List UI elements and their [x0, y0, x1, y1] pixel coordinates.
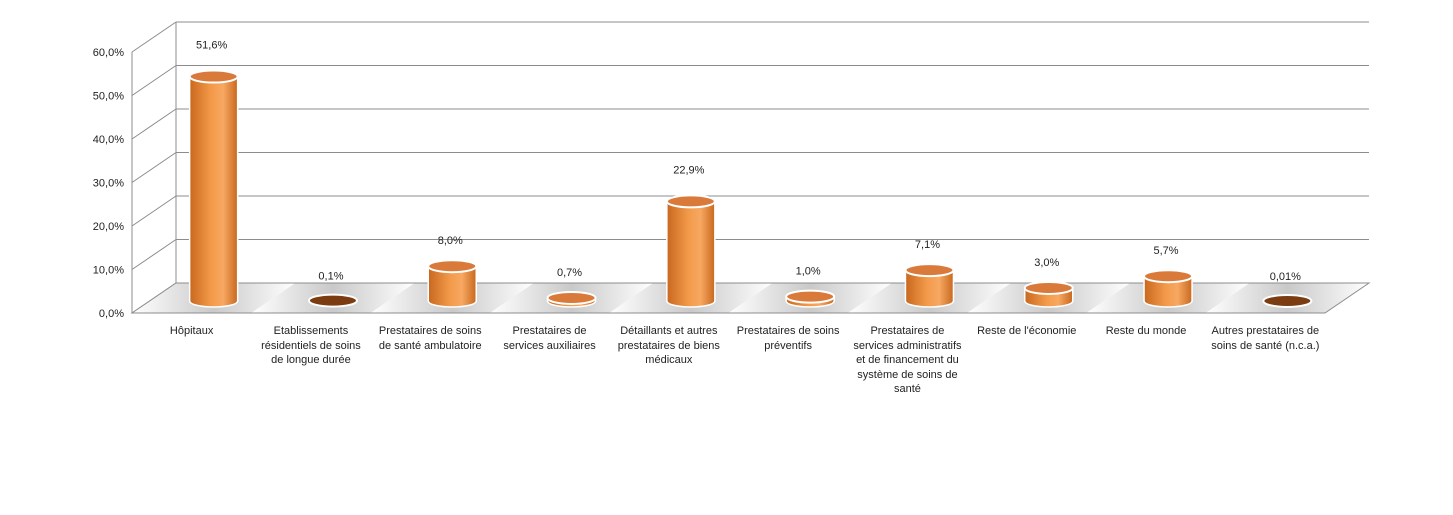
bar: [427, 259, 478, 308]
y-tick-label: 40,0%: [93, 134, 124, 146]
bar: [904, 263, 955, 308]
floor-outline: [130, 282, 1371, 314]
bar-top: [1023, 280, 1074, 295]
x-tick-label: Hôpitaux: [169, 325, 214, 337]
bar-top: [1262, 293, 1313, 308]
bar-body: [666, 200, 716, 308]
y-tick-label: 30,0%: [93, 178, 124, 190]
data-label: 1,0%: [796, 266, 821, 278]
bar: [665, 194, 716, 308]
y-tick-label: 60,0%: [93, 47, 124, 59]
data-label: 5,7%: [1154, 245, 1179, 257]
bar-top: [665, 194, 716, 209]
data-label: 22,9%: [673, 164, 704, 176]
x-tick-label: Prestataires de services auxiliaires: [503, 325, 596, 352]
x-tick-label: Autres prestataires de soins de santé (n…: [1211, 325, 1320, 352]
x-tick-label: Prestataires de services administratifs …: [853, 325, 962, 395]
bar-top: [1143, 269, 1194, 284]
bar: [188, 69, 239, 308]
side-wall-gridline: [131, 152, 177, 183]
bar-top: [427, 259, 478, 274]
x-tick-label: Prestataires de soins préventifs: [736, 325, 840, 352]
data-label: 0,7%: [557, 267, 582, 279]
data-label: 8,0%: [438, 235, 463, 247]
bar: [1023, 280, 1074, 308]
bar-body: [904, 269, 955, 308]
data-label: 7,1%: [915, 239, 940, 251]
data-label: 3,0%: [1034, 257, 1059, 269]
data-label: 51,6%: [196, 40, 227, 52]
x-tick-label: Reste du monde: [1105, 325, 1187, 337]
x-tick-label: Reste de l'économie: [977, 325, 1077, 337]
y-tick-label: 0,0%: [99, 308, 124, 320]
side-wall-gridline: [131, 108, 177, 140]
y-tick-label: 10,0%: [93, 265, 124, 277]
bar: [307, 293, 358, 308]
bar: [1262, 293, 1313, 308]
data-label: 0,1%: [318, 271, 343, 283]
y-tick-label: 20,0%: [93, 221, 124, 233]
bar: [785, 289, 836, 308]
side-wall-gridline: [131, 239, 177, 270]
bar-body: [1143, 275, 1193, 308]
data-label: 0,01%: [1270, 271, 1301, 283]
x-tick-label: Prestataires de soins de santé ambulatoi…: [378, 325, 482, 352]
bar-top: [188, 69, 239, 84]
bar-body: [427, 265, 477, 308]
x-tick-label: Détaillants et autres prestataires de bi…: [617, 325, 720, 366]
bar: [546, 290, 597, 308]
side-wall-gridline: [131, 195, 177, 227]
side-wall-gridline: [131, 65, 177, 96]
bar-body: [188, 75, 239, 308]
bar-top: [904, 263, 955, 278]
x-tick-label: Etablissements résidentiels de soins de …: [261, 325, 361, 366]
side-wall-gridline: [131, 21, 177, 53]
bar-top: [307, 293, 358, 308]
y-tick-label: 50,0%: [93, 91, 124, 103]
bar-top: [546, 290, 597, 305]
bar-top: [785, 289, 836, 304]
bar: [1143, 269, 1194, 308]
